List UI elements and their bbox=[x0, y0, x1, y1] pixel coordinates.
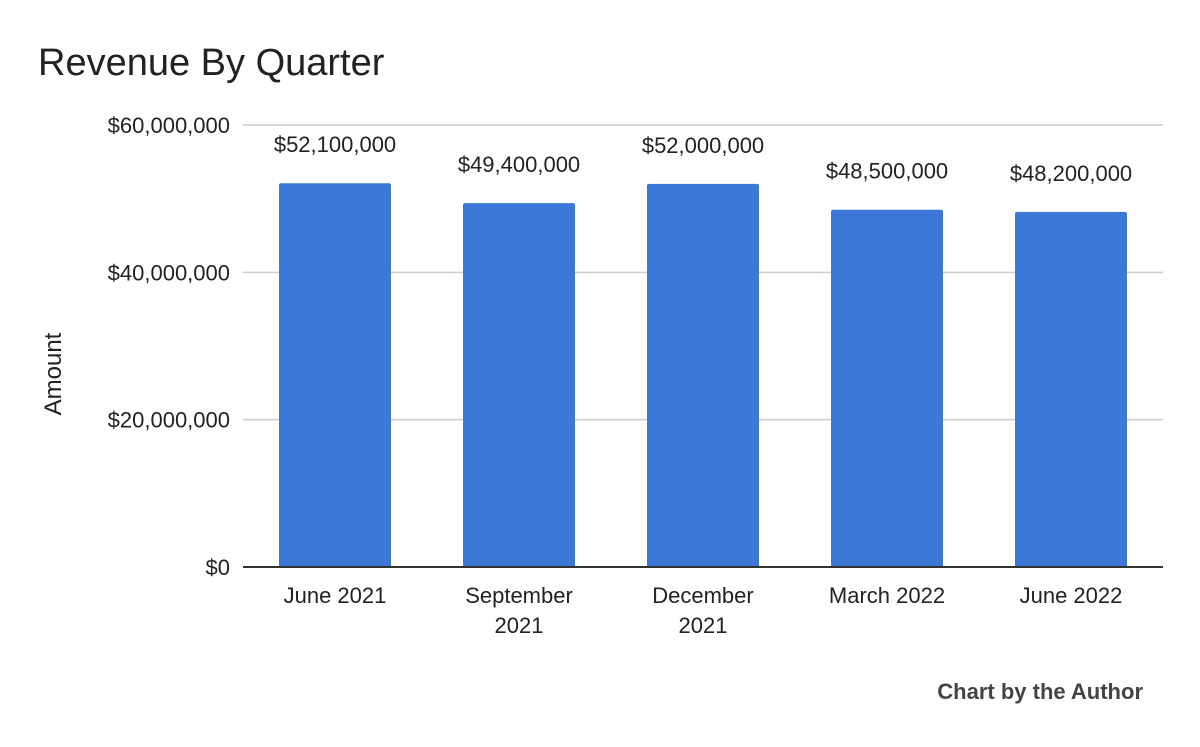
data-labels: $52,100,000 $49,400,000 $52,000,000 $48,500… bbox=[274, 132, 1132, 186]
data-label: $49,400,000 bbox=[458, 152, 580, 177]
data-label: $52,000,000 bbox=[642, 133, 764, 158]
chart-footer: Chart by the Author bbox=[937, 679, 1143, 704]
y-tick-label: $20,000,000 bbox=[108, 408, 230, 433]
y-axis: $0 $20,000,000 $40,000,000 $60,000,000 bbox=[108, 113, 230, 580]
x-axis: June 2021 September 2021 December 2021 March … bbox=[243, 566, 1163, 638]
data-label: $52,100,000 bbox=[274, 132, 396, 157]
x-tick-label: June 2022 bbox=[1020, 583, 1123, 608]
data-label: $48,200,000 bbox=[1010, 161, 1132, 186]
y-axis-title: Amount bbox=[40, 332, 67, 415]
bar bbox=[1015, 211, 1127, 567]
chart-title: Revenue By Quarter bbox=[38, 42, 385, 84]
bar bbox=[831, 209, 943, 567]
x-tick-label: September 2021 bbox=[465, 583, 573, 638]
bar bbox=[647, 183, 759, 567]
y-tick-label: $0 bbox=[206, 555, 230, 580]
x-tick-label: March 2022 bbox=[829, 583, 945, 608]
y-tick-label: $60,000,000 bbox=[108, 113, 230, 138]
x-tick-label: December 2021 bbox=[652, 583, 753, 638]
data-label: $48,500,000 bbox=[826, 159, 948, 184]
bar bbox=[463, 203, 575, 567]
x-tick-label: June 2021 bbox=[284, 583, 387, 608]
bars bbox=[279, 183, 1127, 568]
y-tick-label: $40,000,000 bbox=[108, 260, 230, 285]
bar bbox=[279, 183, 391, 568]
